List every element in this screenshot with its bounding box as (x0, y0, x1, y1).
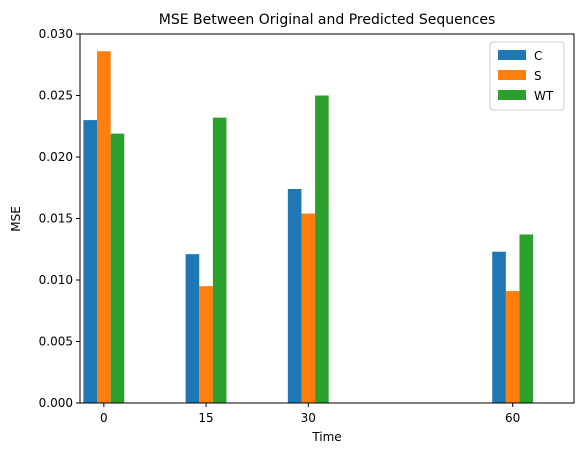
bar-c-15 (185, 254, 200, 403)
y-tick-label: 0.025 (39, 89, 73, 103)
x-tick-label: 0 (100, 411, 108, 425)
y-tick-label: 0.030 (39, 27, 73, 41)
bars-group (83, 51, 534, 403)
legend-label-s: S (534, 69, 542, 83)
y-tick-label: 0.000 (39, 396, 73, 410)
x-tick-label: 60 (505, 411, 520, 425)
bar-wt-0 (110, 133, 125, 403)
axes-group: 0.000 0.005 0.010 0.015 0.020 0.025 0.030 0 15 30… (39, 27, 575, 425)
legend-label-wt: WT (534, 89, 554, 103)
legend-swatch-s (498, 70, 526, 80)
x-axis-label: Time (311, 430, 341, 444)
legend-label-c: C (534, 49, 542, 63)
legend-swatch-c (498, 50, 526, 60)
bar-s-30 (301, 213, 316, 403)
bar-s-60 (505, 291, 520, 403)
bar-s-15 (199, 286, 213, 403)
chart-title: MSE Between Original and Predicted Seque… (159, 12, 496, 28)
bar-c-30 (287, 188, 302, 403)
y-tick-label: 0.010 (39, 273, 73, 287)
bar-s-0 (97, 51, 111, 403)
bar-c-60 (492, 251, 506, 403)
bar-wt-30 (315, 95, 329, 403)
y-tick-label: 0.005 (39, 335, 73, 349)
x-tick-label: 15 (198, 411, 213, 425)
bar-wt-15 (212, 117, 227, 403)
y-tick-label: 0.015 (39, 212, 73, 226)
legend: CS WT (489, 41, 565, 111)
bar-c-0 (83, 120, 98, 403)
y-tick-label: 0.020 (39, 150, 73, 164)
x-tick-label: 30 (301, 411, 316, 425)
legend-swatch-wt (498, 90, 526, 100)
y-axis-label: MSE (9, 206, 23, 232)
bar-wt-60 (519, 234, 534, 403)
